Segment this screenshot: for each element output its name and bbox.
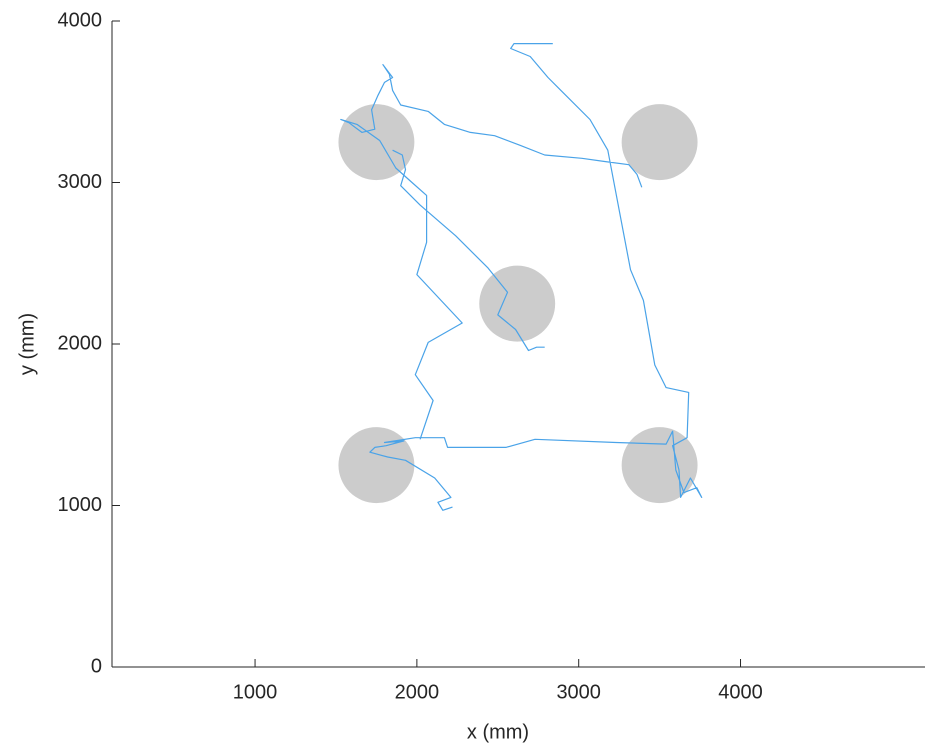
obstacle xyxy=(338,104,415,181)
obstacle xyxy=(338,427,415,504)
x-tick-label: 1000 xyxy=(233,681,278,703)
y-tick-label: 1000 xyxy=(58,494,103,516)
y-tick-label: 4000 xyxy=(58,9,103,31)
x-tick-label: 3000 xyxy=(556,681,601,703)
obstacle xyxy=(479,265,556,342)
trajectory xyxy=(340,43,703,511)
x-axis-label: x (mm) xyxy=(467,721,529,743)
x-tick-label: 4000 xyxy=(718,681,763,703)
y-axis-label: y (mm) xyxy=(16,313,38,375)
y-tick-label: 0 xyxy=(91,655,102,677)
x-tick-label: 2000 xyxy=(395,681,440,703)
obstacle xyxy=(621,427,698,504)
y-tick-label: 2000 xyxy=(58,332,103,354)
obstacle xyxy=(621,104,698,181)
y-tick-label: 3000 xyxy=(58,171,103,193)
